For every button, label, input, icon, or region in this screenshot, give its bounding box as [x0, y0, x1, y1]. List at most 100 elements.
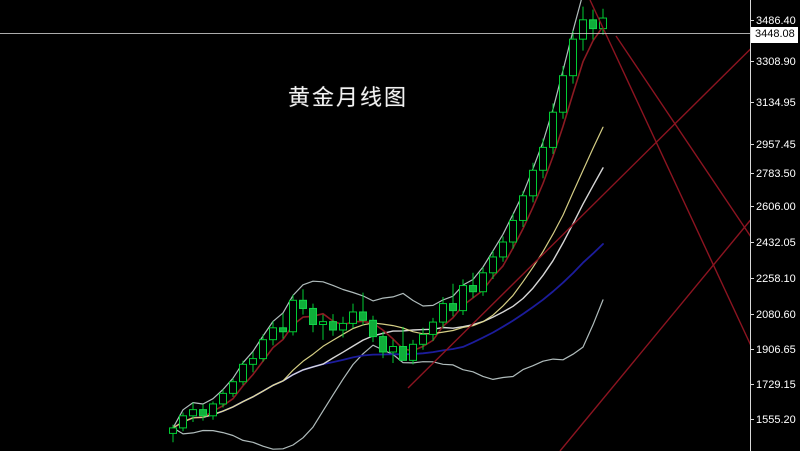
candle-body-hollow: [529, 169, 537, 197]
candlestick: [279, 313, 287, 339]
candlestick: [369, 315, 377, 343]
candlestick: [569, 30, 577, 84]
candlestick: [169, 424, 177, 443]
plot-background: [0, 0, 750, 451]
price-tick: 2258.10: [750, 273, 800, 285]
price-tick-mark: [750, 242, 754, 243]
candle-body-hollow: [209, 403, 217, 417]
price-tick: 3134.95: [750, 97, 800, 109]
price-tick: 3308.90: [750, 56, 800, 68]
candle-body-hollow: [479, 272, 487, 293]
candle-body-filled: [379, 336, 387, 353]
candle-body-hollow: [409, 343, 417, 361]
price-tick-mark: [750, 278, 754, 279]
price-tick: 1555.20: [750, 414, 800, 426]
candlestick: [309, 303, 317, 333]
price-tick-label: 1729.15: [756, 379, 796, 391]
candle-body-hollow: [459, 285, 467, 312]
candle-body-filled: [469, 285, 477, 293]
price-tick-label: 3134.95: [756, 97, 796, 109]
price-tick-label: 1555.20: [756, 414, 796, 426]
candle-body-hollow: [269, 327, 277, 341]
candle-body-hollow: [249, 358, 257, 365]
candlestick: [219, 389, 227, 408]
candle-body-hollow: [179, 415, 187, 429]
candle-body-filled: [279, 327, 287, 333]
candlestick: [189, 402, 197, 422]
price-tick: 3486.40: [750, 15, 800, 27]
price-tick-mark: [750, 144, 754, 145]
candle-body-hollow: [509, 219, 517, 243]
candlestick: [239, 360, 247, 385]
price-tick-label: 2957.45: [756, 139, 796, 151]
candlestick: [359, 292, 367, 326]
price-tick: 2606.00: [750, 201, 800, 213]
candlestick: [329, 314, 337, 336]
price-tick: 1906.65: [750, 344, 800, 356]
candle-body-hollow: [219, 392, 227, 405]
candle-body-hollow: [489, 256, 497, 274]
candle-body-hollow: [579, 19, 587, 40]
candle-body-hollow: [389, 346, 397, 353]
candle-body-hollow: [549, 111, 557, 148]
candle-body-hollow: [569, 38, 577, 77]
candle-body-filled: [329, 321, 337, 331]
price-tick-label: 2783.50: [756, 168, 796, 180]
candle-body-hollow: [499, 241, 507, 258]
price-tick-mark: [750, 206, 754, 207]
candle-body-filled: [369, 319, 377, 338]
candlestick: [249, 352, 257, 373]
price-tick-mark: [750, 173, 754, 174]
candlestick: [209, 401, 217, 420]
candle-body-filled: [299, 299, 307, 309]
chart-title: 黄金月线图: [288, 86, 409, 111]
candle-body-filled: [359, 311, 367, 321]
price-tick: 2432.05: [750, 237, 800, 249]
price-tick-mark: [750, 20, 754, 21]
candlestick: [379, 331, 387, 359]
candlestick: [229, 378, 237, 397]
price-tick-label: 1906.65: [756, 344, 796, 356]
candle-body-filled: [399, 346, 407, 361]
current-price-tag[interactable]: 3448.08: [751, 27, 798, 43]
candlestick: [339, 316, 347, 338]
price-axis[interactable]: 3486.40 3308.90 3134.95 2957.45 2783.50 2606.…: [750, 0, 800, 451]
candlestick: [319, 314, 327, 340]
candle-body-filled: [449, 303, 457, 312]
candlestick: [299, 289, 307, 315]
candle-body-hollow: [419, 333, 427, 345]
price-axis-line: [750, 0, 751, 451]
candle-body-hollow: [349, 311, 357, 324]
candle-body-hollow: [519, 195, 527, 221]
candle-body-hollow: [239, 363, 247, 383]
price-tick-mark: [750, 314, 754, 315]
candle-body-hollow: [259, 339, 267, 360]
price-tick: 2783.50: [750, 168, 800, 180]
candlestick: [179, 412, 187, 432]
candle-body-hollow: [189, 409, 197, 417]
price-tick-mark: [750, 102, 754, 103]
price-tick: 1729.15: [750, 379, 800, 391]
candlestick: [199, 404, 207, 421]
price-tick-mark: [750, 384, 754, 385]
price-tick-label: 2080.60: [756, 309, 796, 321]
candle-body-hollow: [439, 303, 447, 323]
price-tick-label: 2258.10: [756, 273, 796, 285]
price-tick-mark: [750, 61, 754, 62]
candle-body-hollow: [539, 146, 547, 171]
candlestick: [259, 334, 267, 362]
candle-body-filled: [589, 19, 597, 30]
price-tick-label: 3308.90: [756, 56, 796, 68]
price-tick-label: 3486.40: [756, 15, 796, 27]
candlestick: [289, 294, 297, 336]
candle-body-hollow: [229, 381, 237, 394]
candle-body-hollow: [289, 299, 297, 333]
candle-body-hollow: [599, 17, 607, 30]
candle-body-hollow: [339, 322, 347, 331]
candlestick: [349, 303, 357, 329]
chart-plot-area[interactable]: 黄金月线图: [0, 0, 750, 451]
candle-body-hollow: [429, 321, 437, 335]
candlestick: [579, 6, 587, 51]
candlestick: [389, 339, 397, 363]
